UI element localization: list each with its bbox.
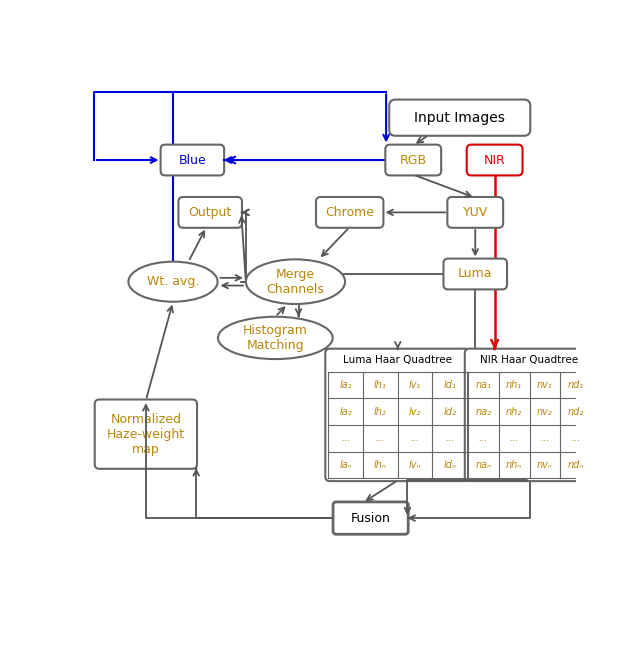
Text: Input Images: Input Images (414, 111, 505, 125)
FancyBboxPatch shape (325, 349, 470, 481)
FancyBboxPatch shape (389, 100, 531, 136)
Text: Luma Haar Quadtree: Luma Haar Quadtree (343, 355, 452, 365)
Text: lvₙ: lvₙ (409, 460, 421, 470)
Text: lhₙ: lhₙ (374, 460, 387, 470)
Text: na₁: na₁ (476, 380, 492, 390)
Text: lv₂: lv₂ (409, 407, 421, 417)
Text: ...: ... (410, 433, 420, 443)
Text: nv₂: nv₂ (537, 407, 553, 417)
Text: Blue: Blue (179, 153, 206, 166)
FancyBboxPatch shape (333, 502, 408, 534)
FancyBboxPatch shape (385, 145, 441, 175)
Text: ...: ... (479, 433, 488, 443)
Text: lv₁: lv₁ (409, 380, 421, 390)
Text: Histogram
Matching: Histogram Matching (243, 324, 308, 352)
Text: ...: ... (376, 433, 385, 443)
Text: ...: ... (571, 433, 580, 443)
FancyBboxPatch shape (467, 145, 522, 175)
FancyBboxPatch shape (444, 259, 507, 289)
Text: RGB: RGB (400, 153, 427, 166)
Text: nh₂: nh₂ (506, 407, 522, 417)
Ellipse shape (246, 259, 345, 304)
Text: ldₙ: ldₙ (444, 460, 456, 470)
Text: Chrome: Chrome (325, 206, 374, 219)
Text: ld₂: ld₂ (444, 407, 456, 417)
FancyBboxPatch shape (465, 349, 594, 481)
Text: Merge
Channels: Merge Channels (266, 268, 324, 296)
Text: nd₁: nd₁ (568, 380, 584, 390)
Text: lh₂: lh₂ (374, 407, 387, 417)
Text: ...: ... (445, 433, 454, 443)
Text: nd₂: nd₂ (568, 407, 584, 417)
Text: NIR Haar Quadtree: NIR Haar Quadtree (481, 355, 579, 365)
Text: la₂: la₂ (339, 407, 352, 417)
Text: laₙ: laₙ (339, 460, 352, 470)
Text: NIR: NIR (484, 153, 506, 166)
Text: naₙ: naₙ (476, 460, 492, 470)
Text: Output: Output (189, 206, 232, 219)
Text: lh₁: lh₁ (374, 380, 387, 390)
Text: Wt. avg.: Wt. avg. (147, 275, 199, 288)
Text: nh₁: nh₁ (506, 380, 522, 390)
Text: nv₁: nv₁ (537, 380, 553, 390)
Text: nhₙ: nhₙ (506, 460, 522, 470)
Ellipse shape (218, 317, 333, 359)
FancyBboxPatch shape (95, 399, 197, 469)
FancyBboxPatch shape (447, 197, 503, 228)
Text: YUV: YUV (463, 206, 488, 219)
Text: ld₁: ld₁ (444, 380, 456, 390)
Text: ...: ... (341, 433, 351, 443)
Ellipse shape (129, 261, 218, 302)
Text: Normalized
Haze-weight
map: Normalized Haze-weight map (107, 413, 185, 455)
Text: Luma: Luma (458, 267, 493, 281)
FancyBboxPatch shape (161, 145, 224, 175)
FancyBboxPatch shape (316, 197, 383, 228)
Text: na₂: na₂ (476, 407, 492, 417)
Text: ...: ... (540, 433, 550, 443)
Text: Fusion: Fusion (351, 512, 390, 525)
Text: ...: ... (509, 433, 519, 443)
Text: la₁: la₁ (339, 380, 352, 390)
Text: ndₙ: ndₙ (568, 460, 584, 470)
Text: nvₙ: nvₙ (537, 460, 553, 470)
FancyBboxPatch shape (179, 197, 242, 228)
